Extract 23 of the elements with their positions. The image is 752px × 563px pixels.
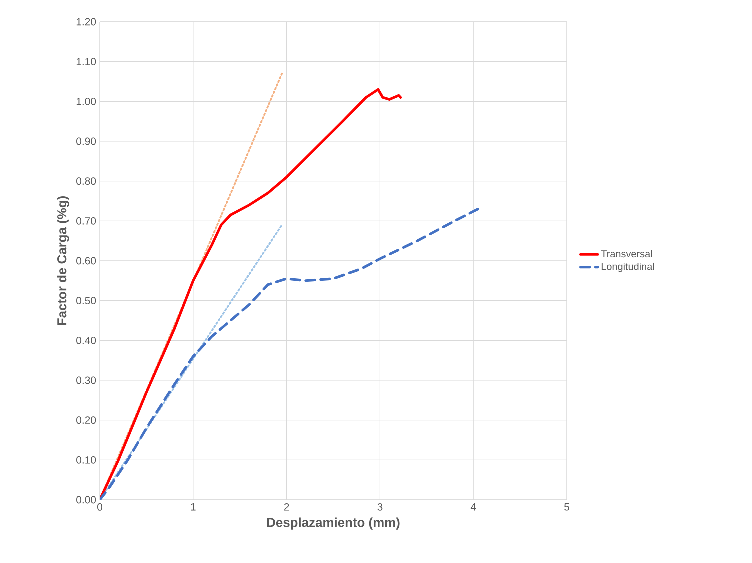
x-tick-label: 3 <box>378 504 383 511</box>
y-tick-label: 0.80 <box>76 178 96 186</box>
y-tick-label: 0.10 <box>76 456 96 464</box>
y-axis-title: Factor de Carga (%g) <box>57 196 70 326</box>
x-tick-label: 4 <box>470 504 476 511</box>
y-tick-label: 0.90 <box>76 138 96 146</box>
y-tick-label: 0.50 <box>76 297 96 305</box>
x-tick-label: 0 <box>98 504 103 511</box>
y-tick-label: 1.20 <box>76 18 96 26</box>
y-tick-label: 0.00 <box>76 496 96 504</box>
y-tick-label: 1.10 <box>76 58 96 66</box>
y-tick-label: 0.20 <box>76 416 96 424</box>
y-tick-label: 0.60 <box>76 257 96 265</box>
x-tick-label: 2 <box>284 504 290 511</box>
legend-label: Transversal <box>601 250 652 258</box>
y-tick-label: 0.40 <box>76 336 96 344</box>
y-tick-label: 0.70 <box>76 217 96 225</box>
x-axis-title: Desplazamiento (mm) <box>267 518 400 530</box>
x-tick-label: 5 <box>564 504 570 511</box>
legend-label: Longitudinal <box>602 262 654 272</box>
y-tick-label: 0.30 <box>76 376 96 384</box>
x-tick-label: 1 <box>191 504 196 511</box>
y-tick-label: 1.00 <box>76 98 96 106</box>
